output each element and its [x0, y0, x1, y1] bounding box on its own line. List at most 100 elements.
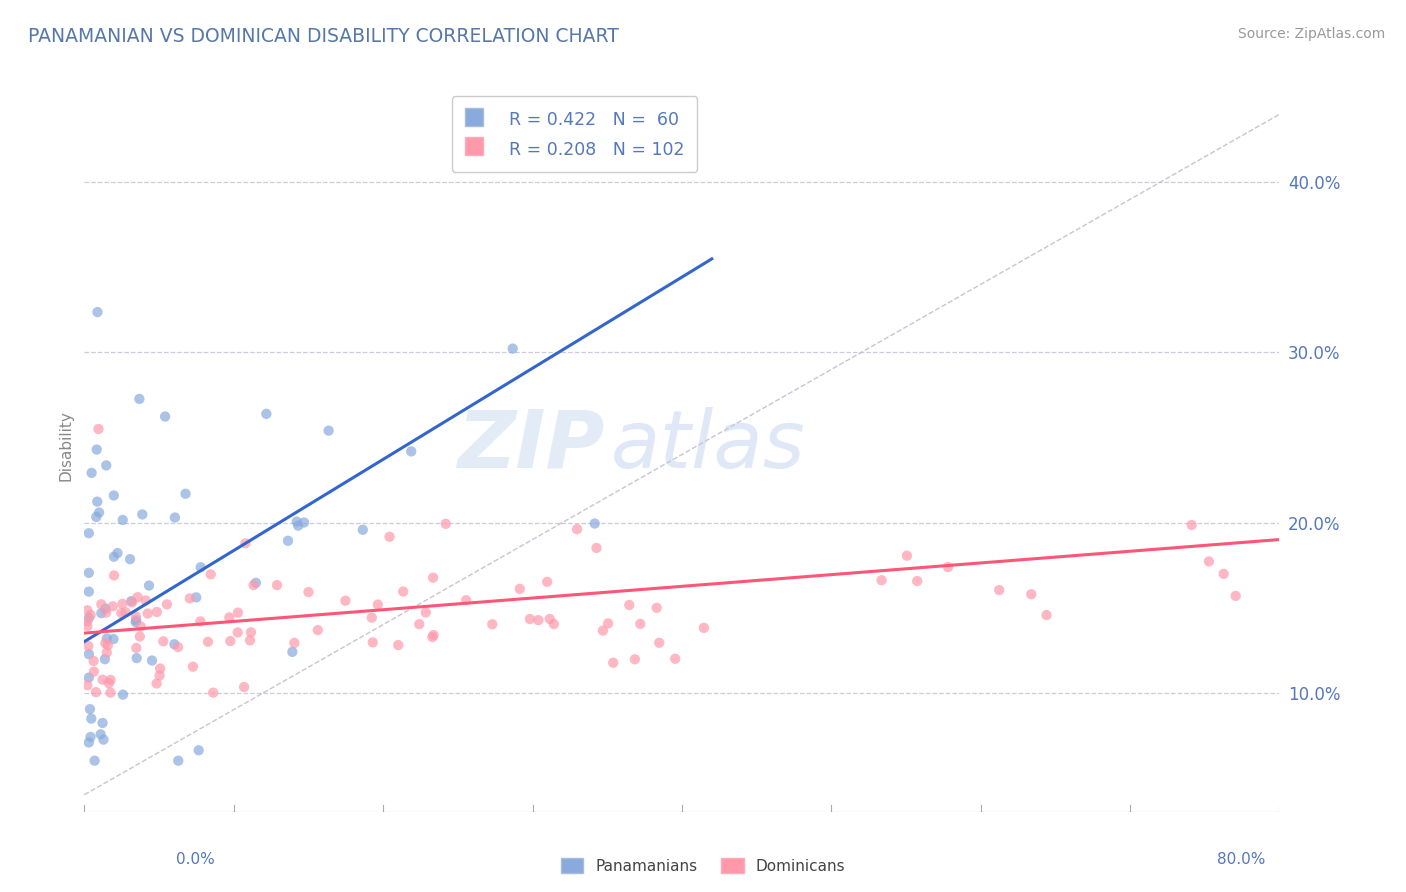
Point: [226, 625, 249, 640]
Point: [127, 590, 149, 604]
Text: 80.0%: 80.0%: [1218, 852, 1265, 867]
Point: [1019, 587, 1042, 601]
Point: [94, 636, 117, 650]
Point: [86, 442, 108, 457]
Point: [648, 636, 671, 650]
Point: [624, 652, 647, 666]
Point: [190, 615, 212, 629]
Point: [181, 659, 204, 673]
Point: [103, 632, 125, 646]
Point: [565, 522, 588, 536]
Text: ZIP: ZIP: [457, 407, 605, 485]
Point: [97, 676, 120, 690]
Point: [174, 487, 197, 501]
Point: [186, 591, 208, 605]
Point: [125, 615, 148, 629]
Point: [456, 593, 478, 607]
Point: [77, 566, 100, 580]
Point: [90, 606, 112, 620]
Text: 0.0%: 0.0%: [176, 852, 215, 867]
Point: [292, 516, 315, 530]
Point: [235, 536, 257, 550]
Point: [502, 342, 524, 356]
Y-axis label: Disability: Disability: [58, 410, 73, 482]
Point: [96, 632, 118, 646]
Point: [408, 617, 430, 632]
Point: [76, 603, 98, 617]
Point: [128, 630, 150, 644]
Point: [79, 607, 101, 622]
Point: [242, 578, 264, 592]
Point: [84, 510, 107, 524]
Point: [628, 616, 651, 631]
Point: [118, 552, 141, 566]
Point: [536, 574, 558, 589]
Point: [277, 533, 299, 548]
Point: [79, 730, 101, 744]
Point: [91, 673, 114, 687]
Point: [1212, 566, 1234, 581]
Point: [378, 530, 401, 544]
Point: [86, 494, 108, 508]
Point: [645, 600, 668, 615]
Point: [111, 597, 134, 611]
Point: [93, 732, 115, 747]
Point: [149, 661, 172, 675]
Point: [76, 678, 98, 692]
Point: [103, 568, 125, 582]
Point: [307, 623, 329, 637]
Point: [100, 673, 122, 687]
Point: [80, 712, 103, 726]
Point: [96, 646, 118, 660]
Point: [387, 638, 409, 652]
Point: [202, 686, 225, 700]
Point: [77, 584, 100, 599]
Point: [352, 523, 374, 537]
Legend:   R = 0.422   N =  60,   R = 0.208   N = 102: R = 0.422 N = 60, R = 0.208 N = 102: [451, 96, 697, 171]
Point: [399, 444, 422, 458]
Point: [481, 617, 503, 632]
Legend: Panamanians, Dominicans: Panamanians, Dominicans: [554, 852, 852, 880]
Point: [135, 593, 157, 607]
Point: [197, 635, 219, 649]
Point: [77, 639, 100, 653]
Point: [103, 549, 125, 564]
Point: [281, 645, 304, 659]
Point: [870, 573, 893, 587]
Point: [602, 656, 624, 670]
Point: [90, 727, 112, 741]
Point: [96, 458, 118, 473]
Point: [592, 624, 614, 638]
Point: [145, 676, 167, 690]
Point: [120, 594, 142, 608]
Point: [936, 560, 959, 574]
Point: [519, 612, 541, 626]
Point: [94, 606, 117, 620]
Point: [297, 585, 319, 599]
Point: [335, 593, 357, 607]
Point: [79, 702, 101, 716]
Point: [125, 613, 148, 627]
Point: [163, 510, 186, 524]
Point: [97, 638, 120, 652]
Point: [101, 599, 124, 614]
Point: [84, 685, 107, 699]
Point: [422, 630, 444, 644]
Point: [103, 488, 125, 502]
Point: [905, 574, 928, 588]
Point: [87, 506, 110, 520]
Point: [283, 636, 305, 650]
Point: [138, 578, 160, 592]
Point: [141, 654, 163, 668]
Point: [219, 634, 242, 648]
Point: [94, 601, 117, 615]
Point: [77, 647, 100, 661]
Point: [100, 686, 122, 700]
Text: atlas: atlas: [610, 407, 806, 485]
Point: [76, 615, 98, 629]
Point: [156, 598, 179, 612]
Point: [226, 606, 249, 620]
Point: [254, 407, 277, 421]
Point: [77, 611, 100, 625]
Point: [318, 424, 340, 438]
